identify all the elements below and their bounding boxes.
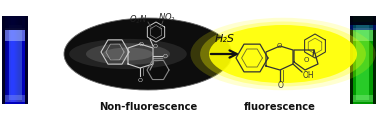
Bar [353,95,373,102]
Ellipse shape [191,19,375,90]
Bar [16,19,17,102]
Text: $O_2N$: $O_2N$ [129,14,147,26]
Bar [8,26,22,100]
Ellipse shape [200,22,366,87]
Bar [18,19,19,102]
Bar [350,17,376,26]
Bar [2,17,28,31]
Bar [19,19,20,102]
Text: O: O [303,57,309,62]
Text: O: O [277,43,282,49]
Text: O: O [138,77,143,82]
Bar [5,29,25,41]
Bar [350,23,376,31]
Ellipse shape [209,26,357,83]
Text: O: O [138,42,144,47]
Text: fluorescence: fluorescence [244,101,316,111]
Text: Non-fluorescence: Non-fluorescence [99,101,197,111]
Bar [3,19,4,102]
Text: OH: OH [302,71,314,80]
Bar [15,19,16,102]
Bar [4,19,5,102]
Ellipse shape [86,44,170,65]
Bar [373,17,376,104]
Bar [8,19,9,102]
Text: O: O [278,81,284,90]
Ellipse shape [103,48,153,61]
Text: O: O [163,54,167,59]
Bar [12,19,13,102]
Text: O: O [152,44,158,49]
Bar [5,19,6,102]
Bar [10,19,11,102]
Bar [13,19,14,102]
Bar [356,26,370,100]
Bar [2,17,28,104]
Bar [2,17,5,104]
Ellipse shape [64,19,232,90]
Bar [353,29,373,41]
Bar [9,19,10,102]
Bar [25,17,28,104]
Bar [350,17,353,104]
Text: $NO_2$: $NO_2$ [158,12,176,24]
Bar [11,19,12,102]
Bar [5,95,25,102]
Bar [14,19,15,102]
Bar [6,19,7,102]
Bar [17,19,18,102]
Text: H₂S: H₂S [215,34,235,44]
Bar [350,17,376,104]
Bar [7,19,8,102]
Ellipse shape [69,40,187,70]
Bar [20,19,22,102]
